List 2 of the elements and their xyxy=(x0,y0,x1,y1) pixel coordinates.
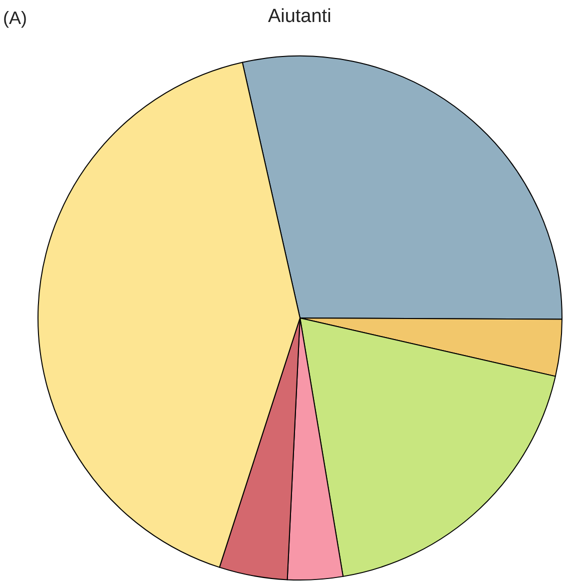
text: (A) xyxy=(3,8,27,28)
chart-title: Aiutanti xyxy=(268,6,332,28)
